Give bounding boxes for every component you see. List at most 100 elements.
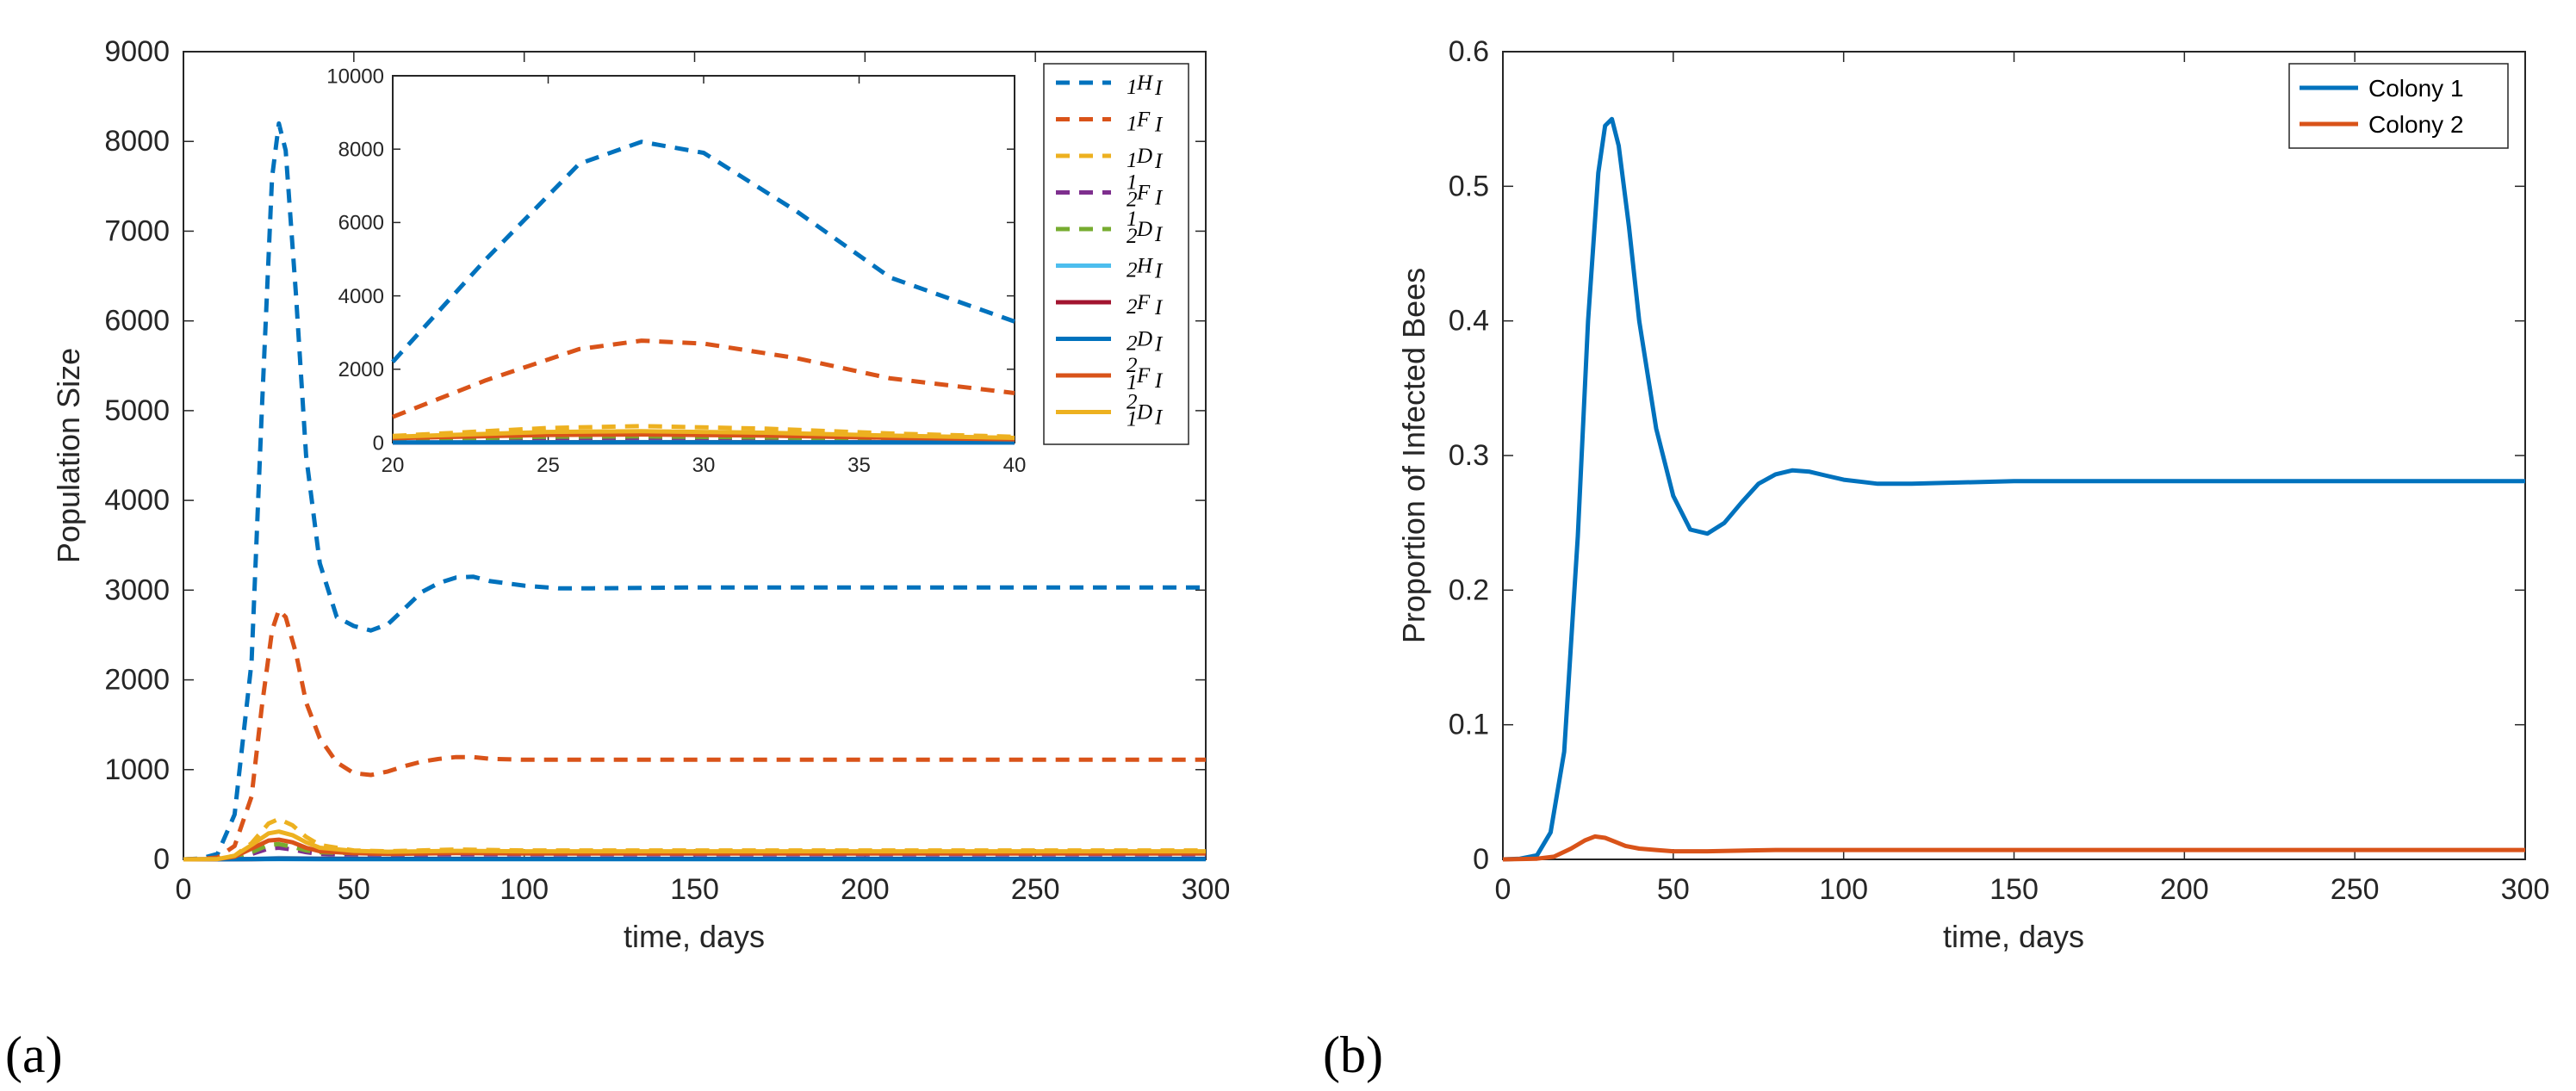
chart-a-inset-y-tick-label: 8000 [338, 138, 384, 161]
chart-a-legend-varsub: I [1154, 333, 1164, 356]
chart-a-y-ticks: 0 1000 2000 3000 4000 5000 6000 7000 8000 9000 [104, 35, 1206, 876]
chart-b-x-tick-label: 0 [1495, 873, 1511, 906]
chart-a-x-ticks: 0 50 100 150 200 250 300 [176, 52, 1231, 906]
chart-a-legend-sub: 2 [1127, 332, 1138, 356]
chart-a-legend-varsub: I [1154, 77, 1164, 100]
chart-a-legend-sub: 1 [1127, 113, 1138, 136]
chart-a-y-tick-label: 6000 [104, 305, 170, 338]
chart-a-legend-var: H [1136, 71, 1154, 95]
chart-a-x-tick-label: 0 [176, 873, 192, 906]
chart-a-x-tick-label: 200 [841, 873, 890, 906]
chart-a-legend-sub: 2 [1127, 259, 1138, 282]
chart-a-y-tick-label: 8000 [104, 125, 170, 158]
chart-a-series-line [183, 607, 1206, 862]
chart-b-x-tick-label: 100 [1819, 873, 1868, 906]
chart-a-legend-sup: 2 [1127, 391, 1138, 414]
chart-b-y-ticks: 0 0.1 0.2 0.3 0.4 0.5 0.6 [1449, 35, 2525, 876]
chart-b-x-tick-label: 200 [2160, 873, 2209, 906]
chart-b-x-axis-label: time, days [1943, 919, 2084, 954]
chart-a-legend-var: F [1136, 291, 1151, 314]
chart-b-legend-box [2288, 63, 2509, 149]
chart-a-legend-box [1043, 63, 1189, 445]
chart-a-legend-varsub: I [1154, 369, 1164, 393]
chart-b-y-tick-label: 0.2 [1449, 573, 1489, 606]
chart-b-x-ticks: 0 50 100 150 200 250 300 [1495, 52, 2550, 906]
chart-a-legend-entry: 12 D I [1127, 208, 1164, 248]
chart-a-legend-var: F [1136, 108, 1151, 132]
chart-a-inset-x-ticks: 20 25 30 35 40 [382, 76, 1027, 477]
chart-a-legend-sub: 1 [1127, 149, 1138, 172]
chart-b-x-tick-label: 150 [1989, 873, 2039, 906]
chart-a-legend-var: D [1136, 401, 1152, 425]
chart-a-legend-sup: 1 [1127, 171, 1138, 195]
chart-a-y-tick-label: 3000 [104, 573, 170, 606]
chart-a-legend-var: D [1136, 145, 1152, 168]
chart-a-series-lines [183, 121, 1206, 862]
chart-b-y-tick-label: 0.6 [1449, 35, 1489, 68]
chart-b-legend-label: Colony 2 [2368, 111, 2464, 138]
chart-a-x-tick-label: 150 [670, 873, 719, 906]
chart-a-x-tick-label: 300 [1182, 873, 1231, 906]
chart-b-series-line [1502, 834, 2525, 862]
chart-a-inset-series-line [391, 139, 1015, 363]
chart-a-legend-varsub: I [1154, 406, 1164, 430]
chart-a-inset-x-tick-label: 35 [847, 454, 871, 477]
chart-a-y-tick-label: 1000 [104, 753, 170, 786]
chart-a-inset-y-tick-label: 10000 [326, 65, 384, 88]
chart-a-inset: 20 25 30 35 40 0 2000 4000 6000 8000 10000 [326, 65, 1026, 477]
chart-a-legend-var: D [1136, 218, 1152, 241]
chart-a-legend-var: D [1136, 328, 1152, 351]
chart-a-legend-varsub: I [1154, 260, 1164, 283]
chart-b-plot-area [1502, 51, 2526, 860]
chart-a-legend-varsub: I [1154, 150, 1164, 173]
chart-a-legend-varsub: I [1154, 296, 1164, 319]
chart-a-series-line [183, 829, 1206, 862]
chart-a-legend-sub: 2 [1127, 225, 1138, 248]
chart-a-series-line [183, 837, 1206, 862]
chart-a-y-axis-label: Population Size [51, 348, 86, 563]
chart-b-legend: Colony 1 Colony 2 [2288, 63, 2509, 149]
chart-a-y-tick-label: 0 [153, 843, 170, 876]
chart-a-legend-entry: 12 F I [1127, 171, 1164, 212]
chart-b-y-tick-label: 0.3 [1449, 439, 1489, 472]
chart-a-legend-sub: 2 [1127, 295, 1138, 319]
chart-a-y-tick-label: 9000 [104, 35, 170, 68]
chart-a-inset-x-tick-label: 40 [1003, 454, 1027, 477]
chart-b-series-lines [1502, 116, 2525, 862]
chart-a-y-tick-label: 5000 [104, 394, 170, 427]
chart-a-inset-x-tick-label: 20 [382, 454, 405, 477]
chart-a-x-tick-label: 250 [1011, 873, 1060, 906]
chart-a-inset-series-line [392, 429, 1015, 440]
chart-b-x-tick-label: 300 [2501, 873, 2550, 906]
chart-a-inset-y-tick-label: 2000 [338, 358, 384, 381]
chart-a-legend-sup: 2 [1127, 354, 1138, 377]
panel-label-a: (a) [5, 1026, 63, 1083]
chart-a-legend-var: F [1136, 364, 1151, 387]
chart-a-inset-plot-area [392, 75, 1015, 443]
chart-a-legend-sub: 1 [1127, 76, 1138, 99]
chart-a-legend: 1 H I1 F I1 D I12 F I12 D I2 H I2 F I2 D I21 F I21 D I [1043, 63, 1189, 445]
chart-a-x-axis-label: time, days [624, 919, 765, 954]
chart-a-inset-series-line [392, 338, 1015, 419]
chart-b-y-axis-label: Proportion of Infected Bees [1396, 268, 1431, 643]
chart-b-x-tick-label: 250 [2331, 873, 2380, 906]
chart-b-y-tick-label: 0 [1473, 843, 1489, 876]
chart-a-inset-y-tick-label: 0 [373, 431, 384, 455]
chart-a-legend-var: F [1136, 182, 1151, 205]
chart-a-x-tick-label: 100 [500, 873, 549, 906]
chart-a-inset-y-ticks: 0 2000 4000 6000 8000 10000 [326, 65, 1015, 455]
chart-a-y-tick-label: 7000 [104, 214, 170, 247]
chart-a-inset-y-tick-label: 4000 [338, 285, 384, 308]
chart-a-y-tick-label: 2000 [104, 664, 170, 697]
chart-panel-b: 0 50 100 150 200 250 300 0 0.1 0.2 0.3 0.4 0.5 0.6 t… [1323, 35, 2549, 1083]
chart-a-legend-entry: 21 F I [1127, 354, 1164, 394]
chart-b-y-tick-label: 0.4 [1449, 305, 1489, 338]
chart-a-legend-entry: 21 D I [1127, 391, 1164, 431]
chart-a-legend-varsub: I [1154, 114, 1164, 137]
chart-a-series-line [183, 121, 1206, 862]
